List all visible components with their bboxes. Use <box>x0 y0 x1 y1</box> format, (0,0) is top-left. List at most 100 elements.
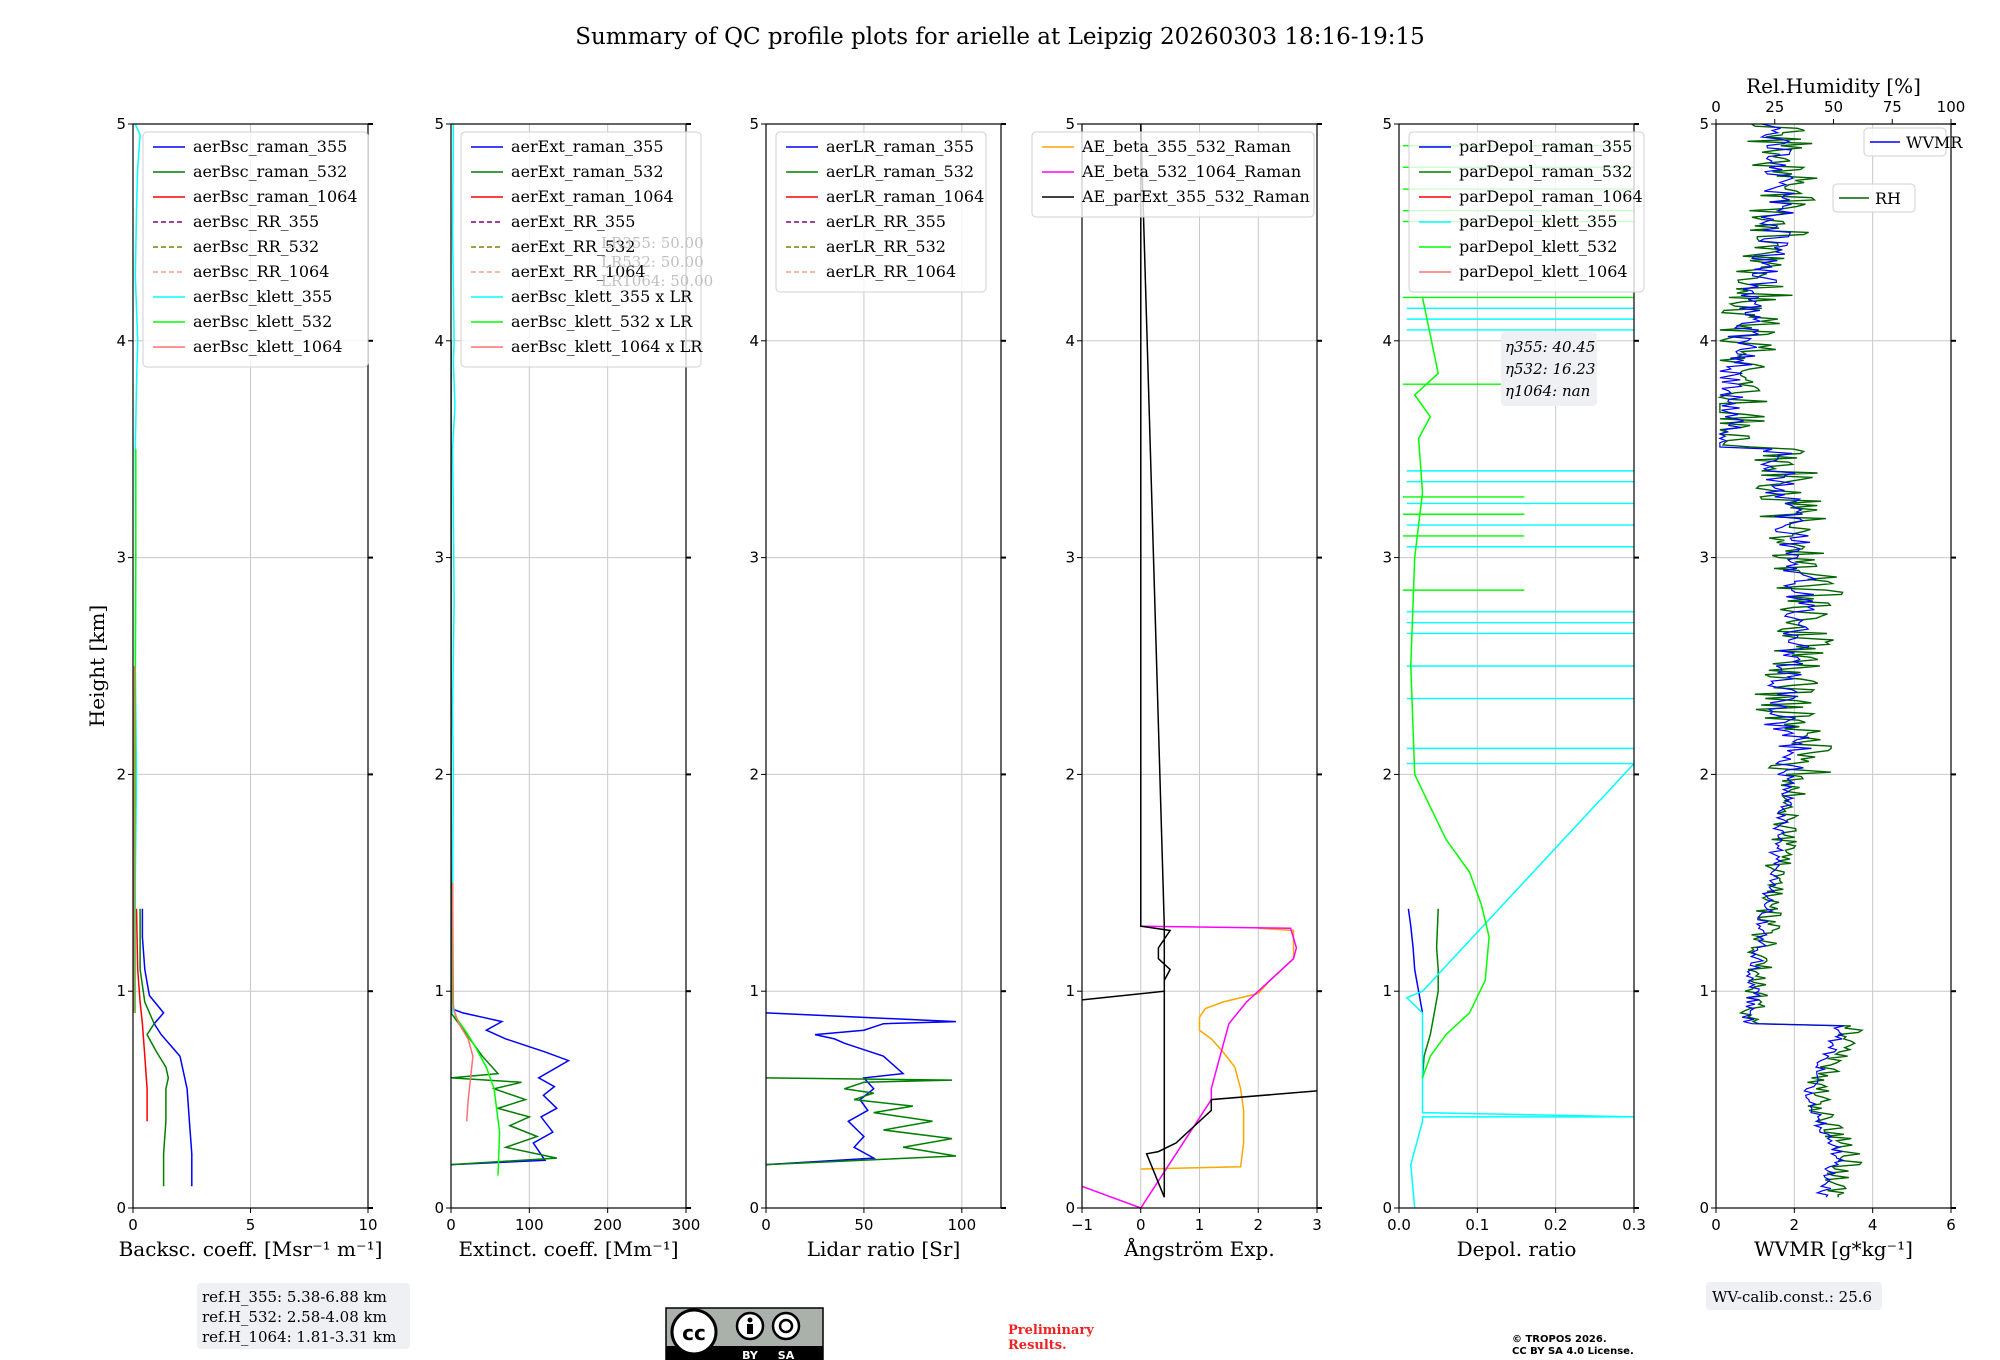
legend-label: aerBsc_klett_355 <box>193 287 332 306</box>
y-tick-label: 4 <box>749 332 759 350</box>
plot-area <box>766 1012 957 1166</box>
y-tick-label: 5 <box>434 115 444 133</box>
legend-label: AE_beta_532_1064_Raman <box>1081 162 1301 181</box>
plot-area <box>1717 124 1864 1198</box>
y-tick-label: 0 <box>1382 1199 1392 1217</box>
x-tick-label: 2 <box>1790 1216 1800 1234</box>
y-tick-label: 3 <box>116 549 126 567</box>
legend-label: aerBsc_klett_532 x LR <box>511 312 693 331</box>
reference-height-label: ref.H_532: 2.58-4.08 km <box>202 1308 387 1326</box>
y-tick-label: 3 <box>1699 549 1709 567</box>
legend-label: aerLR_RR_532 <box>826 237 946 256</box>
lidar-ratio-label: LR532: 50.00 <box>601 253 704 271</box>
legend-label: RH <box>1875 189 1901 208</box>
legend-label: AE_beta_355_532_Raman <box>1081 137 1291 156</box>
lidar-ratio-label: LR355: 50.00 <box>601 234 704 252</box>
x-axis-label: Backsc. coeff. [Msr⁻¹ m⁻¹] <box>119 1237 383 1261</box>
y-tick-label: 4 <box>1065 332 1075 350</box>
legend-box <box>1031 131 1315 218</box>
legend-label: WVMR <box>1906 133 1963 152</box>
axes-frame <box>450 123 687 1209</box>
x-tick-label: 0 <box>1136 1216 1146 1234</box>
legend-label: aerBsc_RR_532 <box>193 237 319 256</box>
series-line-aerBsc_klett_355 x LR <box>451 124 456 1013</box>
y-tick-label: 4 <box>116 332 126 350</box>
series-line-parDepol_raman_355 <box>1407 908 1424 1014</box>
y-axis-label: Height [km] <box>85 605 109 727</box>
x-tick-label: 100 <box>515 1216 544 1234</box>
series-line-AE_parExt_355_532_Raman <box>1082 124 1317 1198</box>
series-line-parDepol_raman_532 <box>1421 908 1439 1078</box>
legend: parDepol_raman_355 parDepol_raman_532 parD… <box>1408 131 1645 293</box>
y-tick-label: 5 <box>1699 115 1709 133</box>
legend-label: aerBsc_raman_532 <box>193 162 347 181</box>
axes-frame <box>1398 123 1635 1209</box>
x-tick-label: 0 <box>1711 1216 1721 1234</box>
by-label: BY <box>742 1349 759 1360</box>
series-line-aerExt_raman_532 <box>451 1012 557 1166</box>
x-tick-label: 10 <box>358 1216 377 1234</box>
eta-label: η355: 40.45 <box>1505 338 1595 356</box>
series-line-aerLR_raman_532 <box>766 1077 957 1166</box>
wv-calib-box <box>1706 1282 1882 1310</box>
legend-label: aerExt_raman_532 <box>511 162 664 181</box>
x-tick-label: 3 <box>1312 1216 1322 1234</box>
y-tick-label: 5 <box>1382 115 1392 133</box>
y-tick-label: 5 <box>749 115 759 133</box>
sa-share-icon <box>771 1311 801 1341</box>
series-line-aerBsc_klett_355 <box>134 124 141 1013</box>
series-line-aerBsc_raman_1064 <box>135 908 148 1122</box>
series-line-aerLR_raman_355 <box>766 1012 957 1166</box>
x-axis-label: Extinct. coeff. [Mm⁻¹] <box>458 1237 678 1261</box>
y-tick-label: 1 <box>1065 982 1075 1000</box>
x-axis-label: Lidar ratio [Sr] <box>807 1237 961 1261</box>
legend-box <box>775 131 987 293</box>
y-tick-label: 1 <box>434 982 444 1000</box>
series-line-aerBsc_raman_532 <box>139 908 170 1187</box>
lidar-ratio-label: LR1064: 50.00 <box>601 272 713 290</box>
legend-label: parDepol_klett_355 <box>1459 212 1617 231</box>
series-line-WVMR <box>1718 124 1846 1198</box>
y-tick-label: 5 <box>1065 115 1075 133</box>
series-line-AE_beta_532_1064_Raman <box>1082 925 1298 1208</box>
x-tick-label: 0 <box>761 1216 771 1234</box>
y-tick-label: 0 <box>1065 1199 1075 1217</box>
y-tick-label: 5 <box>116 115 126 133</box>
plot-area <box>1082 124 1317 1208</box>
y-tick-label: 0 <box>749 1199 759 1217</box>
y-tick-label: 1 <box>116 982 126 1000</box>
legend-label: aerBsc_RR_1064 <box>193 262 329 281</box>
eta-box <box>1501 332 1597 406</box>
legend-box <box>460 131 702 368</box>
legend-box <box>1832 183 1916 213</box>
panel-ext: 0 1 2 3 4 5 0 100 200 300 Extinct. coeff. [Mm⁻¹] ae… <box>434 115 713 1261</box>
series-line-aerBsc_klett_1064 x LR <box>451 882 474 1122</box>
x-tick-label: 6 <box>1946 1216 1956 1234</box>
axes-frame <box>765 123 1002 1209</box>
legend-label: parDepol_raman_532 <box>1459 162 1632 181</box>
legend-label: aerLR_RR_1064 <box>826 262 956 281</box>
legend-label: aerLR_raman_1064 <box>826 187 984 206</box>
y-tick-label: 3 <box>1382 549 1392 567</box>
plot-area <box>133 124 193 1187</box>
x-axis-label: Depol. ratio <box>1457 1237 1577 1261</box>
legend: aerLR_raman_355 aerLR_raman_532 aerLR_rama… <box>775 131 987 293</box>
cc-license-badge: cc BY SA <box>665 1307 824 1360</box>
x-tick-label: 50 <box>854 1216 873 1234</box>
legend-label: aerBsc_klett_1064 x LR <box>511 337 703 356</box>
series-line-RH <box>1717 124 1864 1198</box>
top-x-tick-label: 0 <box>1711 98 1721 116</box>
legend: aerExt_raman_355 aerExt_raman_532 aerExt_r… <box>460 131 703 368</box>
top-x-tick-label: 100 <box>1937 98 1966 116</box>
series-line-aerBsc_klett_532 x LR <box>451 882 501 1176</box>
x-tick-label: 100 <box>948 1216 977 1234</box>
y-tick-label: 2 <box>116 765 126 783</box>
figure-title: Summary of QC profile plots for arielle … <box>575 24 1425 50</box>
y-tick-label: 2 <box>1382 765 1392 783</box>
plot-area <box>1402 144 1634 1208</box>
